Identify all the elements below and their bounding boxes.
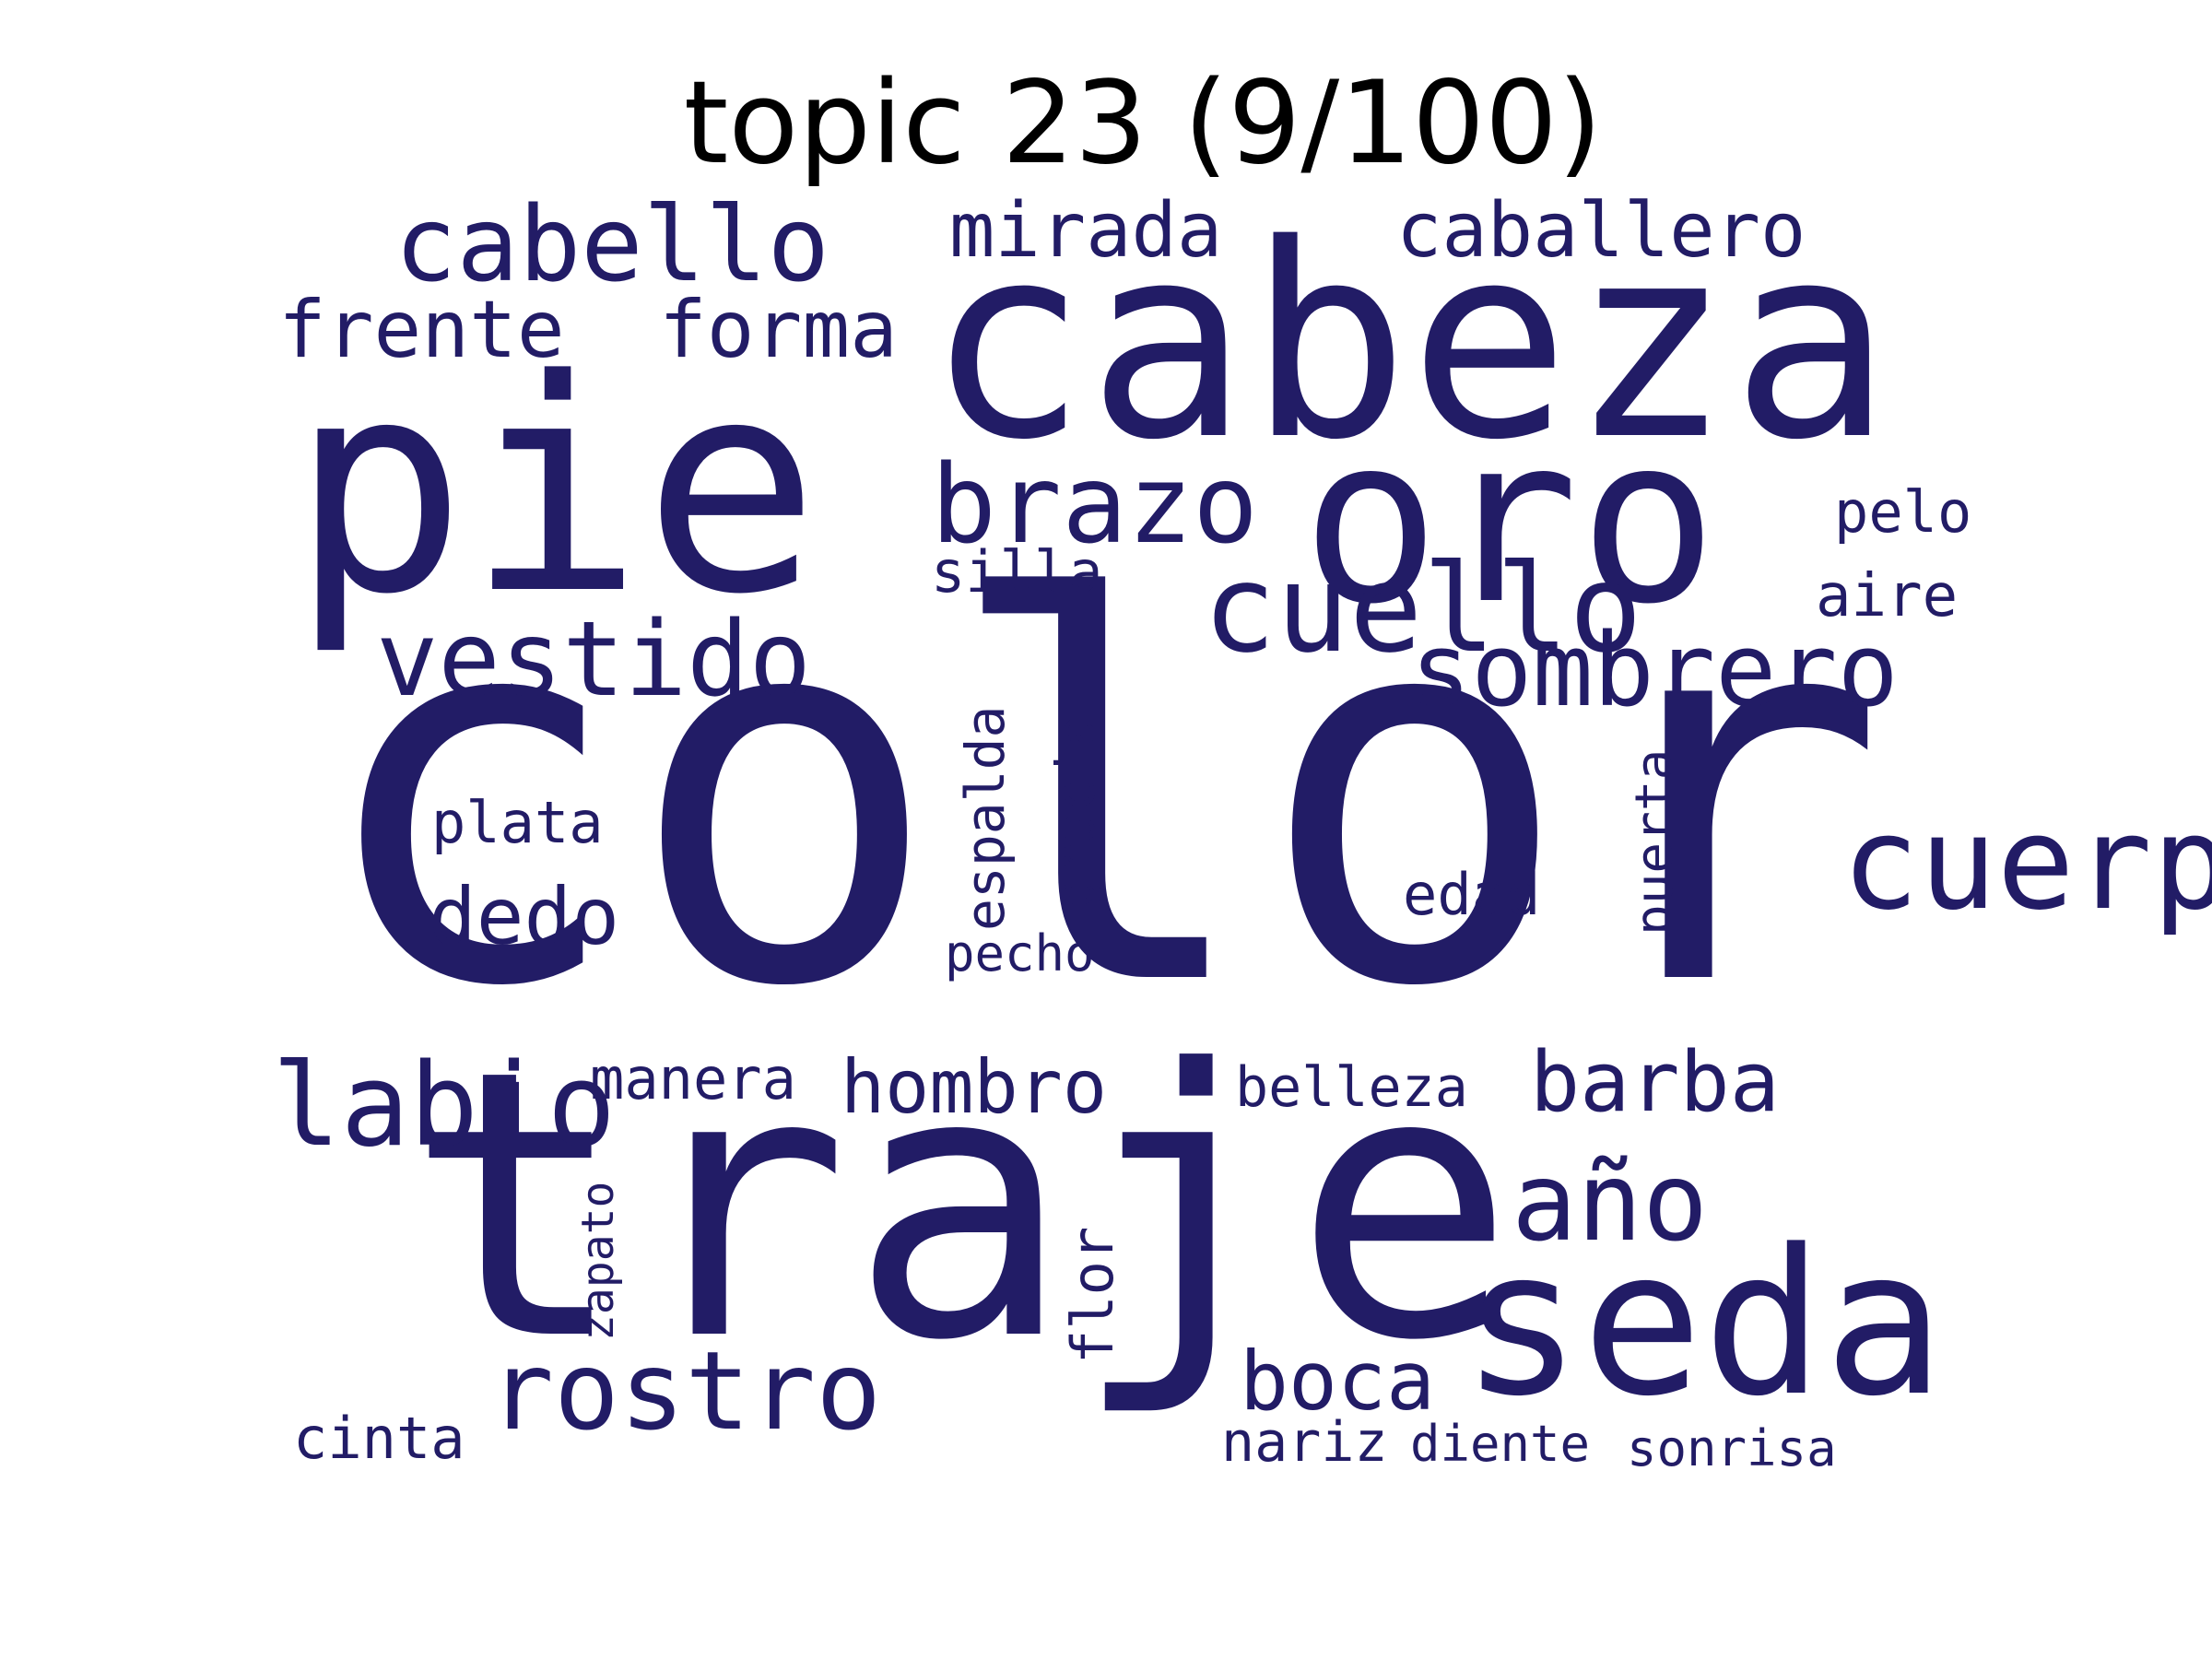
word-sonrisa: sonrisa [1627, 1419, 1837, 1477]
word-forma: forma [659, 284, 898, 376]
word-cabello: cabello [394, 185, 830, 305]
word-cuerpo: cuerpo [1841, 789, 2212, 939]
word-mirada: mirada [949, 187, 1223, 275]
word-rostro: rostro [488, 1327, 882, 1454]
word-labio: labio [272, 1040, 617, 1172]
word-caballero: caballero [1396, 187, 1806, 275]
word-zapato: zapato [572, 1181, 624, 1341]
word-gracia: gracia [1044, 714, 1107, 908]
word-cinta: cinta [293, 1405, 465, 1472]
chart-title: topic 23 (9/100) [683, 57, 1603, 190]
word-sombrero: sombrero [1410, 611, 1899, 729]
word-boca: boca [1240, 1334, 1435, 1429]
word-flor: flor [1059, 1226, 1126, 1364]
word-manera: manera [590, 1045, 796, 1112]
word-dedo: dedo [429, 871, 620, 963]
word-nariz: nariz [1221, 1410, 1388, 1475]
word-brazo: brazo [931, 441, 1259, 568]
word-aire: aire [1816, 562, 1959, 630]
word-ano: año [1512, 1138, 1709, 1265]
word-puerta: puerta [1625, 748, 1685, 935]
word-pie: pie [290, 317, 820, 658]
word-pecho: pecho [945, 924, 1095, 982]
word-diente: diente [1410, 1415, 1591, 1473]
word-hombro: hombro [841, 1044, 1107, 1130]
word-pelo: pelo [1834, 478, 1972, 546]
word-silla: silla [931, 538, 1103, 606]
word-oro: oro [1301, 386, 1718, 654]
word-color: color [312, 491, 1888, 1100]
word-espalda: espalda [954, 705, 1017, 931]
word-barba: barba [1530, 1034, 1780, 1131]
word-edad: edad [1403, 861, 1541, 928]
word-traje: traje [406, 993, 1516, 1421]
word-frente: frente [278, 284, 565, 376]
word-cuello: cuello [1203, 538, 1642, 680]
word-cabeza: cabeza [926, 188, 1892, 499]
word-seda: seda [1461, 1207, 1945, 1441]
word-plata: plata [431, 789, 604, 856]
word-vestido: vestido [376, 600, 812, 720]
word-belleza: belleza [1235, 1055, 1468, 1120]
